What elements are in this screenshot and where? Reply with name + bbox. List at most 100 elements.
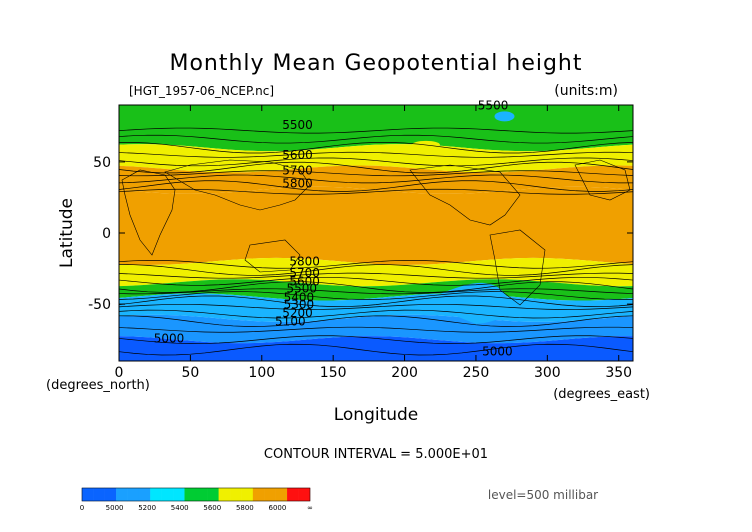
contour-line xyxy=(119,180,633,192)
contour-label: 5800 xyxy=(289,255,320,269)
colorbar-cell xyxy=(138,487,151,502)
colorbar-cell xyxy=(150,487,162,502)
x-unit-label: (degrees_east) xyxy=(553,387,650,402)
colorbar-frame xyxy=(81,487,311,502)
colorbar-cell xyxy=(207,487,219,502)
y-axis-ticks: 50 0 -50 xyxy=(88,155,633,313)
coastline xyxy=(409,164,521,226)
colorbar-tick-label: 5800 xyxy=(236,504,254,512)
contour-line xyxy=(119,161,633,174)
colorbar-cell xyxy=(93,487,105,502)
x-tick-label: 200 xyxy=(391,365,418,381)
coastlines xyxy=(121,159,631,306)
x-axis-ticks: 0 50 100 150 200 250 300 350 xyxy=(115,105,632,381)
chart-title: Monthly Mean Geopotential height xyxy=(169,51,582,76)
colorbar-cell xyxy=(287,487,299,502)
x-tick-label: 50 xyxy=(181,365,199,381)
colorbar-cell xyxy=(230,487,242,502)
contour-label: 5600 xyxy=(282,148,313,162)
contour-line xyxy=(119,288,633,295)
contour-line xyxy=(119,277,633,286)
x-tick-label: 0 xyxy=(115,365,124,381)
contour-label: 5700 xyxy=(289,266,320,280)
contour-line xyxy=(119,127,633,134)
colorbar-cell xyxy=(298,487,311,502)
contour-line xyxy=(119,326,633,333)
x-axis-label: Longitude xyxy=(334,405,419,425)
colorbar-cell xyxy=(161,487,174,502)
colorbar-cell xyxy=(264,487,276,502)
x-tick-label: 150 xyxy=(320,365,347,381)
contour-line xyxy=(119,315,633,327)
coastline xyxy=(574,159,631,201)
trough-feature xyxy=(418,282,510,325)
contour-label: 5600 xyxy=(289,275,320,289)
y-unit-label: (degrees_north) xyxy=(46,378,150,393)
colorbar-tick-label: 5600 xyxy=(203,504,221,512)
colorbar-cell xyxy=(218,487,231,502)
contour-interval-label: CONTOUR INTERVAL = 5.000E+01 xyxy=(264,447,488,462)
contour-label: 5300 xyxy=(284,297,315,311)
contour-label: 5000 xyxy=(154,332,185,346)
coastline xyxy=(121,169,176,256)
y-tick-label: 0 xyxy=(102,226,111,242)
contour-line xyxy=(119,174,633,184)
coastline xyxy=(164,159,311,211)
polar-low-feature xyxy=(494,111,515,122)
color-band xyxy=(119,257,633,287)
colorbar-cell xyxy=(252,487,265,502)
colorbar-cell xyxy=(116,487,128,502)
color-band xyxy=(119,314,633,344)
contour-line xyxy=(119,343,633,356)
contour-line xyxy=(119,264,633,276)
contour-label: 5100 xyxy=(275,314,306,328)
colorbar-cell xyxy=(195,487,208,502)
file-label: [HGT_1957-06_NCEP.nc] xyxy=(129,84,274,98)
x-tick-label: 100 xyxy=(248,365,275,381)
contour-line xyxy=(119,134,633,144)
units-label: (units:m) xyxy=(554,83,618,99)
contour-line xyxy=(119,188,633,195)
y-tick-label: -50 xyxy=(88,297,111,313)
colorbar-cell xyxy=(127,487,140,502)
colorbar-cell xyxy=(81,487,94,502)
plot-area xyxy=(119,105,633,361)
contour-label: 5500 xyxy=(478,98,509,112)
level-label: level=500 millibar xyxy=(488,488,598,502)
colorbar-cell xyxy=(241,487,254,502)
contour-label: 5700 xyxy=(282,164,313,178)
y-axis-label: Latitude xyxy=(57,198,77,268)
contour-label: 5200 xyxy=(282,306,313,320)
contour-labels: 5500550056005700580058005700560055005400… xyxy=(154,98,513,358)
colorbar-tick-label: 5200 xyxy=(138,504,156,512)
colorbar-tick-label: 6000 xyxy=(269,504,287,512)
colorbar-cell xyxy=(275,487,288,502)
y-tick-label: 50 xyxy=(93,155,111,171)
colorbar-tick-label: 5000 xyxy=(106,504,124,512)
contour-label: 5500 xyxy=(286,282,317,296)
coastline xyxy=(244,239,301,273)
color-band xyxy=(119,165,633,194)
colorbar-tick-label: 0 xyxy=(80,504,84,512)
colorbar-cell xyxy=(104,487,117,502)
contour-line xyxy=(119,304,633,310)
contour-line xyxy=(119,141,633,154)
contour-line xyxy=(119,260,633,269)
x-tick-label: 350 xyxy=(605,365,632,381)
contour-line xyxy=(119,335,633,344)
contour-line xyxy=(119,170,633,177)
colorbar-cell xyxy=(173,487,185,502)
contour-line xyxy=(119,291,633,300)
contour-line xyxy=(119,157,633,167)
color-bands xyxy=(119,105,633,361)
contour-line xyxy=(119,151,633,158)
contour-line xyxy=(119,272,633,279)
colorbar-cell xyxy=(184,487,197,502)
contour-label: 5400 xyxy=(284,290,315,304)
colorbar-tick-label: 5400 xyxy=(171,504,189,512)
contour-line xyxy=(119,309,633,319)
contour-label: 5000 xyxy=(482,344,513,358)
x-tick-label: 300 xyxy=(534,365,561,381)
contour-line xyxy=(119,295,633,307)
